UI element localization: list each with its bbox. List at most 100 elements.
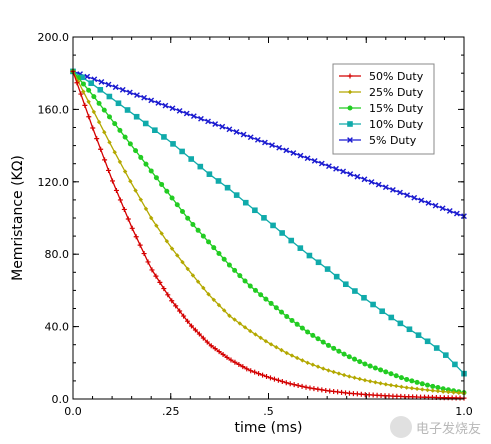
data-point bbox=[176, 107, 183, 114]
data-point bbox=[240, 364, 246, 370]
series-15-duty bbox=[70, 68, 467, 396]
data-point bbox=[304, 155, 311, 162]
data-point bbox=[237, 321, 243, 326]
data-point bbox=[319, 387, 325, 393]
data-point bbox=[394, 383, 399, 389]
data-point bbox=[185, 215, 191, 221]
data-point bbox=[248, 328, 253, 334]
data-point bbox=[145, 259, 151, 265]
data-point bbox=[188, 156, 195, 162]
data-point bbox=[197, 163, 204, 170]
data-point bbox=[287, 381, 293, 387]
data-point bbox=[435, 385, 441, 391]
data-point bbox=[299, 325, 305, 331]
data-point bbox=[347, 171, 354, 177]
data-point bbox=[352, 288, 358, 294]
data-point bbox=[91, 94, 97, 100]
data-point bbox=[326, 163, 332, 170]
tick-labels: 0.0 40.0 80.0 120.0 160.0 200.0 0.0 .25 .5 1.0 bbox=[38, 31, 473, 418]
data-point bbox=[361, 176, 368, 183]
data-point bbox=[179, 208, 185, 214]
data-point bbox=[205, 118, 211, 125]
data-point bbox=[102, 157, 108, 163]
data-point bbox=[236, 361, 242, 367]
data-point bbox=[404, 385, 409, 390]
data-point bbox=[425, 387, 430, 393]
data-point bbox=[409, 378, 415, 384]
data-point bbox=[157, 279, 163, 285]
data-point bbox=[133, 188, 138, 193]
data-point bbox=[86, 99, 91, 104]
data-point bbox=[126, 89, 133, 96]
data-point bbox=[420, 387, 425, 392]
data-point bbox=[361, 294, 367, 301]
data-point bbox=[196, 331, 202, 337]
data-point bbox=[378, 367, 384, 373]
data-point bbox=[456, 390, 461, 396]
data-point bbox=[315, 364, 321, 369]
data-point bbox=[284, 350, 289, 356]
data-point bbox=[311, 386, 317, 392]
data-point bbox=[211, 245, 217, 251]
data-point bbox=[94, 136, 100, 142]
data-point bbox=[219, 123, 226, 130]
data-point bbox=[232, 359, 238, 365]
data-point bbox=[398, 375, 404, 381]
data-point bbox=[180, 259, 185, 265]
data-point bbox=[373, 380, 378, 385]
data-point bbox=[232, 317, 237, 322]
data-point bbox=[125, 216, 131, 222]
data-point bbox=[242, 199, 249, 206]
data-point bbox=[181, 313, 187, 319]
series-5-duty bbox=[70, 68, 467, 220]
data-point bbox=[326, 368, 331, 373]
data-point bbox=[129, 225, 135, 231]
data-point bbox=[216, 250, 222, 256]
data-point bbox=[159, 181, 165, 187]
data-point bbox=[346, 354, 352, 360]
data-point bbox=[321, 366, 326, 371]
data-point bbox=[112, 121, 118, 127]
data-point bbox=[453, 210, 460, 217]
data-point bbox=[439, 205, 446, 212]
legend-marker bbox=[347, 121, 353, 127]
data-point bbox=[297, 152, 304, 159]
data-point bbox=[305, 329, 311, 335]
data-point bbox=[169, 195, 175, 201]
x-tick-label: .25 bbox=[162, 405, 180, 418]
data-point bbox=[183, 110, 190, 117]
data-point bbox=[252, 287, 258, 293]
data-point bbox=[96, 119, 102, 125]
y-axis-title: Memristance (KΩ) bbox=[10, 155, 26, 281]
data-point bbox=[106, 114, 112, 120]
data-point bbox=[244, 366, 250, 372]
data-point bbox=[86, 114, 92, 120]
data-point bbox=[269, 142, 275, 149]
data-point bbox=[451, 390, 456, 395]
data-point bbox=[435, 388, 441, 394]
data-point bbox=[307, 385, 313, 391]
data-point bbox=[169, 298, 175, 304]
data-point bbox=[440, 386, 446, 392]
legend-label: 50% Duty bbox=[369, 70, 424, 83]
data-point bbox=[175, 253, 180, 258]
data-point bbox=[80, 81, 86, 87]
data-point bbox=[170, 141, 176, 147]
data-point bbox=[294, 355, 300, 361]
data-point bbox=[195, 279, 201, 284]
data-point bbox=[142, 120, 149, 127]
y-tick-label: 120.0 bbox=[38, 176, 70, 189]
data-point bbox=[262, 139, 268, 146]
data-point bbox=[404, 376, 410, 382]
plot-frame bbox=[72, 36, 465, 400]
data-point bbox=[221, 308, 227, 313]
x-tick-label: 0.0 bbox=[64, 405, 82, 418]
data-point bbox=[153, 273, 159, 279]
data-point bbox=[107, 140, 112, 145]
data-point bbox=[212, 121, 219, 127]
y-tick-label: 0.0 bbox=[52, 393, 70, 406]
data-point bbox=[82, 102, 88, 108]
data-point bbox=[297, 245, 304, 251]
data-point bbox=[415, 332, 422, 338]
data-point bbox=[357, 376, 362, 382]
